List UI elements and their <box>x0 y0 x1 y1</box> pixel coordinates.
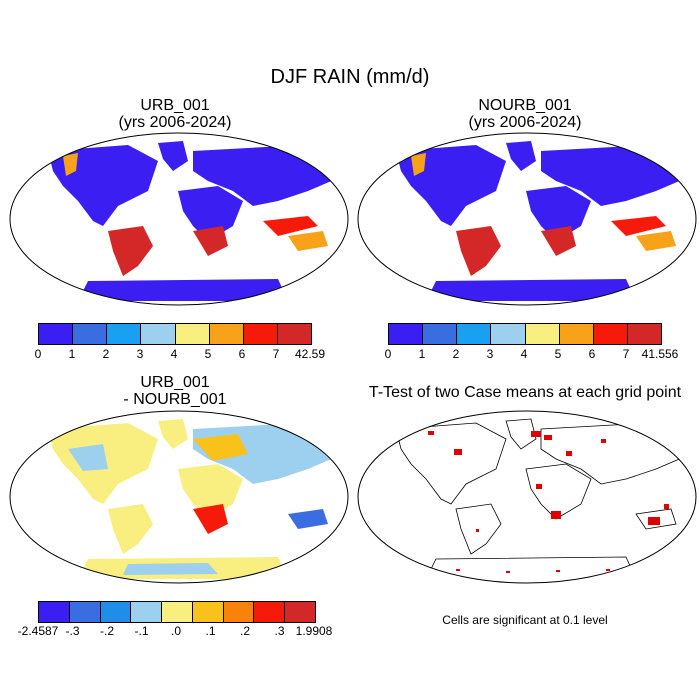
colorbar-tick-label: 42.59 <box>294 347 326 361</box>
map-frame <box>9 410 349 584</box>
panel-title-ttest: T-Test of two Case means at each grid po… <box>368 384 682 401</box>
colorbar-urb <box>38 323 312 345</box>
colorbar-cell <box>223 602 255 622</box>
colorbar-tick-label: 7 <box>622 347 630 361</box>
colorbar-cell <box>39 324 74 344</box>
landmass-wet <box>63 153 328 276</box>
colorbar-cell <box>162 602 193 622</box>
colorbar-cell <box>107 324 142 344</box>
colorbar-cell <box>457 324 492 344</box>
colorbar-cell <box>192 602 224 622</box>
colorbar-tick-label: -.1 <box>134 624 149 638</box>
colorbar-cell <box>285 602 316 622</box>
colorbar-tick-label: 3 <box>136 347 144 361</box>
colorbar-cell <box>100 602 132 622</box>
figure-title: DJF RAIN (mm/d) <box>270 66 430 88</box>
panel-title-line1: URB_001 <box>140 97 210 114</box>
colorbar-tick-label: .3 <box>274 624 285 638</box>
colorbar-tick-label: 5 <box>204 347 212 361</box>
colorbar-tick-label: 0 <box>384 347 392 361</box>
colorbar-tick-label: 41.556 <box>641 347 679 361</box>
colorbar-tick-label: 6 <box>238 347 246 361</box>
landmass-wet <box>411 153 676 276</box>
colorbar-tick-label: .1 <box>205 624 216 638</box>
colorbar-tick-label: -2.4587 <box>17 624 59 638</box>
colorbar-cell <box>254 602 286 622</box>
colorbar-cell <box>131 602 163 622</box>
colorbar-tick-label: -.3 <box>65 624 80 638</box>
colorbar-cell <box>559 324 594 344</box>
map-urb-rain <box>9 132 349 306</box>
colorbar-nourb-labels: 0 1 2 3 4 5 6 7 41.556 <box>384 347 679 361</box>
colorbar-tick-label: 2 <box>102 347 110 361</box>
colorbar-tick-label: .0 <box>170 624 182 638</box>
colorbar-tick-label: 3 <box>486 347 494 361</box>
panel-title-diff: URB_001 - NOURB_001 <box>40 374 310 408</box>
panel-title-line2: (yrs 2006-2024) <box>118 114 232 131</box>
panel-title-line2: - NOURB_001 <box>123 391 227 408</box>
colorbar-tick-label: 4 <box>170 347 178 361</box>
colorbar-tick-label: 1 <box>418 347 426 361</box>
colorbar-diff <box>38 601 316 623</box>
colorbar-tick-label: 7 <box>272 347 280 361</box>
colorbar-cell <box>277 324 311 344</box>
colorbar-cell <box>209 324 244 344</box>
panel-title-line1: NOURB_001 <box>478 97 572 114</box>
colorbar-cell <box>69 602 101 622</box>
colorbar-tick-label: 2 <box>452 347 460 361</box>
colorbar-tick-label: 0 <box>34 347 42 361</box>
colorbar-cell <box>243 324 278 344</box>
panel-title-line1: URB_001 <box>140 374 210 391</box>
landmass-diff <box>48 419 343 579</box>
map-nourb-rain <box>357 132 697 306</box>
colorbar-tick-label: .2 <box>239 624 251 638</box>
colorbar-cell <box>39 602 70 622</box>
colorbar-tick-label: 4 <box>520 347 528 361</box>
colorbar-nourb <box>388 323 662 345</box>
colorbar-cell <box>175 324 210 344</box>
colorbar-cell <box>627 324 661 344</box>
map-frame <box>9 132 349 306</box>
colorbar-cell <box>491 324 526 344</box>
colorbar-cell <box>593 324 628 344</box>
panel-title-line2: (yrs 2006-2024) <box>468 114 582 131</box>
colorbar-tick-label: 1 <box>68 347 76 361</box>
colorbar-urb-labels: 0 1 2 3 4 5 6 7 42.59 <box>34 347 325 361</box>
colorbar-tick-label: 1.9908 <box>295 624 333 638</box>
panel-title-nourb: NOURB_001 (yrs 2006-2024) <box>390 97 660 131</box>
colorbar-tick-label: -.2 <box>99 624 115 638</box>
colorbar-cell <box>525 324 560 344</box>
map-frame <box>357 132 697 306</box>
colorbar-tick-label: 6 <box>588 347 596 361</box>
significant-cells <box>428 431 669 573</box>
map-frame <box>357 410 697 584</box>
map-ttest-significance <box>357 410 697 584</box>
colorbar-cell <box>423 324 458 344</box>
significance-footnote: Cells are significant at 0.1 level <box>442 613 608 627</box>
colorbar-cell <box>389 324 424 344</box>
colorbar-diff-labels: -2.4587 -.3 -.2 -.1 .0 .1 .2 .3 1.9908 <box>18 624 333 638</box>
map-rain-difference <box>9 410 349 584</box>
colorbar-tick-label: 5 <box>554 347 562 361</box>
panel-title-urb: URB_001 (yrs 2006-2024) <box>40 97 310 131</box>
colorbar-cell <box>73 324 108 344</box>
colorbar-cell <box>141 324 176 344</box>
